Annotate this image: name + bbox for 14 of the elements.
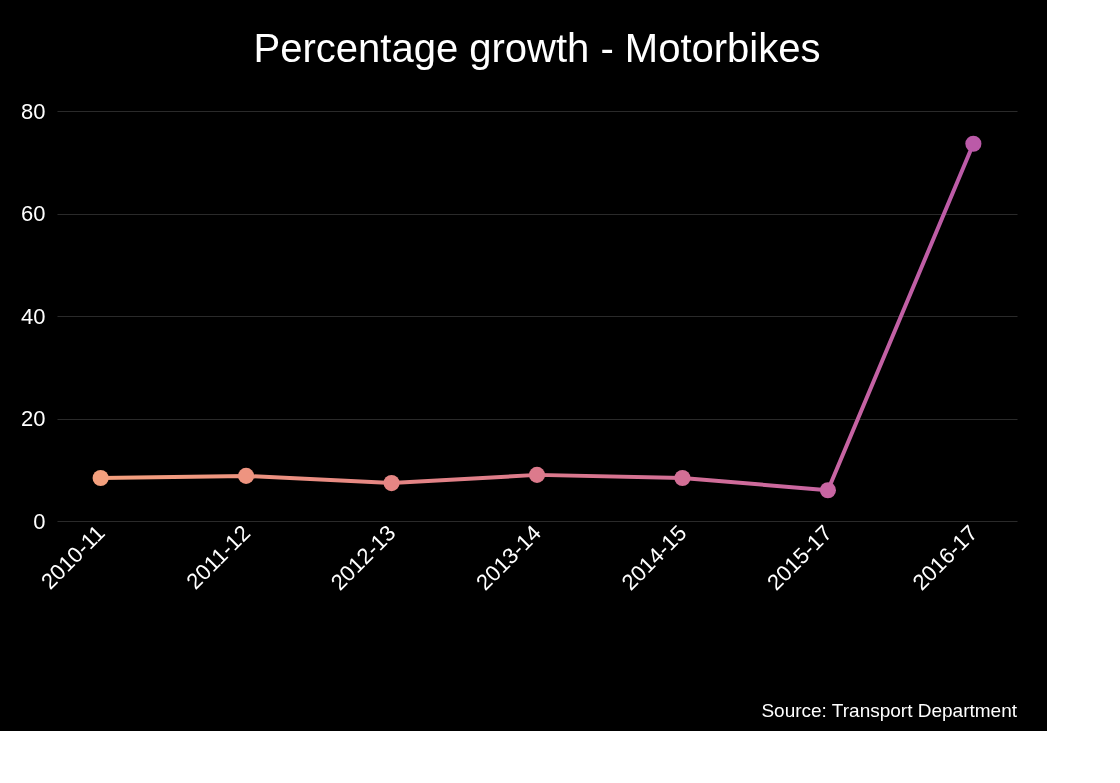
chart-title: Percentage growth - Motorbikes xyxy=(253,26,821,70)
point xyxy=(819,482,836,499)
point xyxy=(528,466,546,483)
point xyxy=(674,469,691,486)
y-tick-label: 0 xyxy=(33,508,46,534)
point xyxy=(965,135,982,152)
y-tick-label: 20 xyxy=(21,406,46,431)
point xyxy=(238,467,255,484)
y-tick-label: 80 xyxy=(21,98,46,124)
y-tick-label: 40 xyxy=(21,303,46,329)
point xyxy=(92,469,109,486)
source-note: Source: Transport Department xyxy=(761,700,1018,721)
y-tick-label: 60 xyxy=(21,201,46,226)
point xyxy=(383,475,400,492)
